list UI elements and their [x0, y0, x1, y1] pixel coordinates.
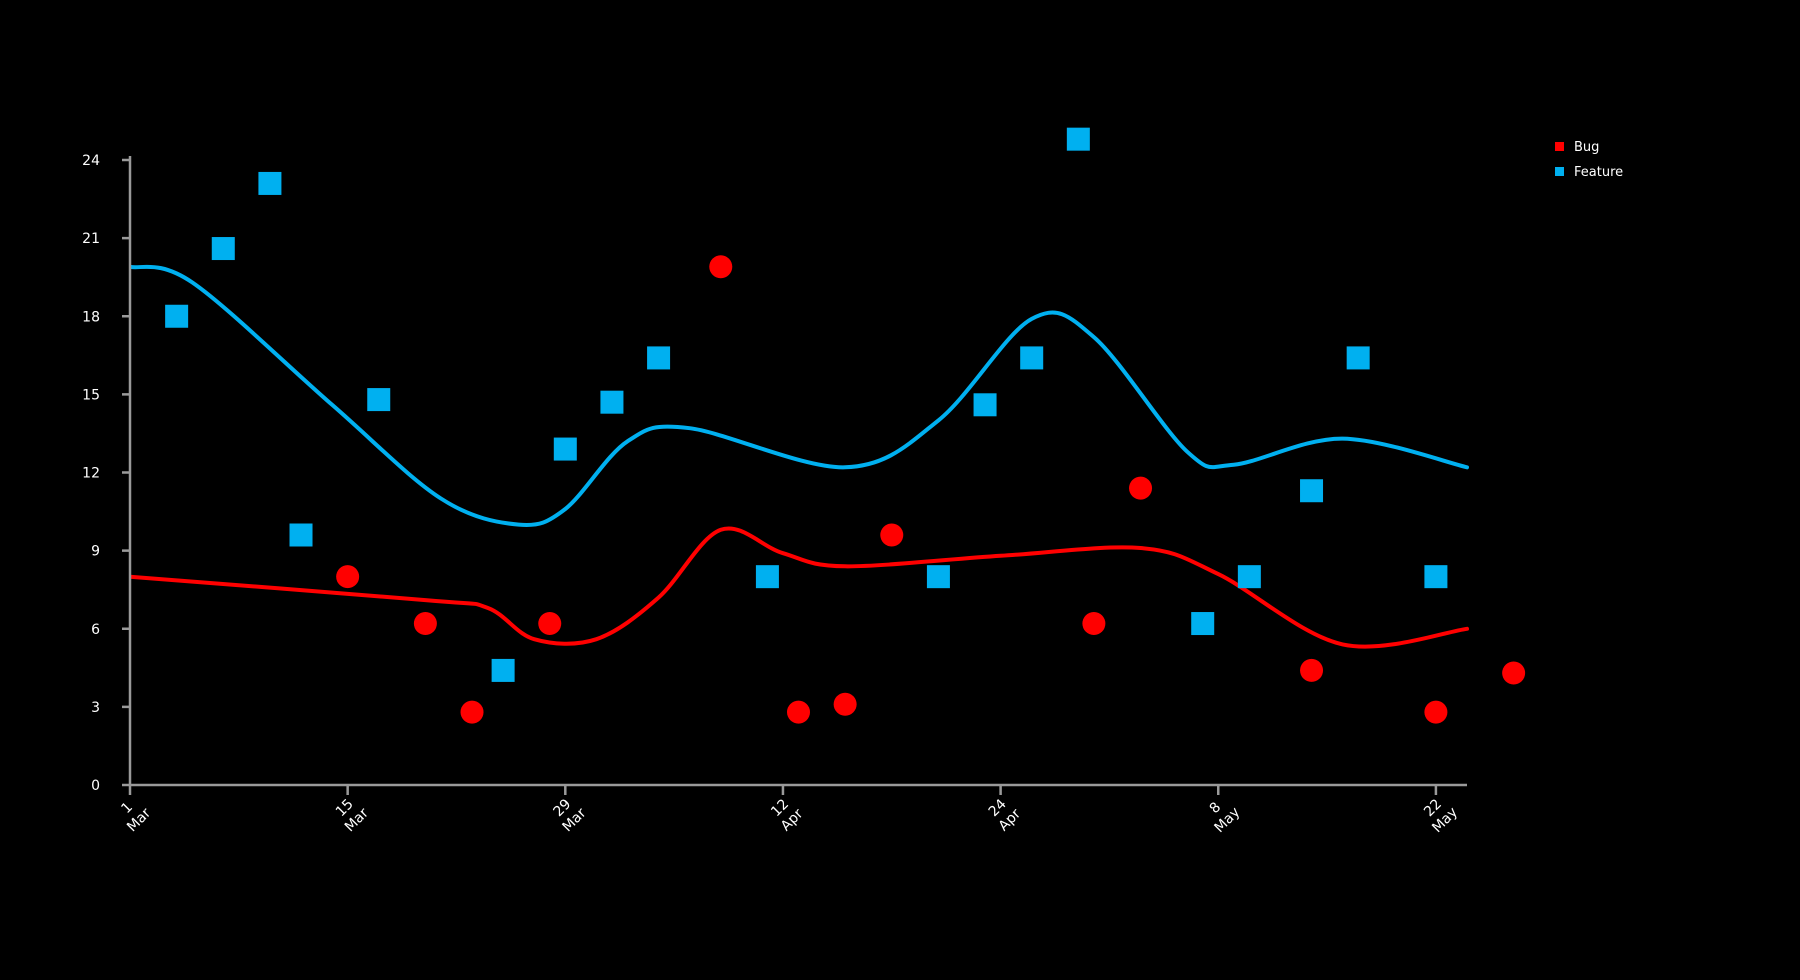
bug-point[interactable]: [1502, 661, 1526, 685]
legend-label: Feature: [1574, 165, 1623, 180]
feature-point[interactable]: [491, 658, 515, 682]
y-tick-label: 18: [82, 309, 100, 325]
y-tick-label: 21: [82, 231, 100, 247]
bug-point[interactable]: [1082, 612, 1106, 636]
feature-point[interactable]: [647, 346, 671, 370]
feature-point[interactable]: [1020, 346, 1044, 370]
feature-point[interactable]: [1300, 479, 1324, 503]
feature-point[interactable]: [1066, 127, 1090, 151]
bug-point[interactable]: [833, 692, 857, 716]
feature-point[interactable]: [211, 237, 235, 261]
legend-swatch: [1555, 167, 1564, 176]
bug-point[interactable]: [460, 700, 484, 724]
feature-point[interactable]: [165, 304, 189, 328]
bug-point[interactable]: [1300, 658, 1324, 682]
y-tick-label: 12: [82, 466, 100, 482]
feature-point[interactable]: [1237, 565, 1261, 589]
bug-point[interactable]: [709, 255, 733, 279]
feature-trend-line: [130, 264, 1469, 527]
bug-point[interactable]: [880, 523, 904, 547]
bug-point[interactable]: [1424, 700, 1448, 724]
legend: Bug Feature: [1555, 140, 1623, 180]
feature-point[interactable]: [1424, 565, 1448, 589]
feature-point[interactable]: [973, 393, 997, 417]
feature-point[interactable]: [600, 390, 624, 414]
bug-point[interactable]: [538, 612, 562, 636]
legend-item-feature[interactable]: Feature: [1555, 165, 1623, 180]
legend-label: Bug: [1574, 140, 1599, 155]
legend-swatch: [1555, 142, 1564, 151]
feature-point[interactable]: [926, 565, 950, 589]
bug-trend-line: [130, 526, 1469, 649]
bug-point[interactable]: [1129, 476, 1153, 500]
y-tick-label: 3: [91, 700, 100, 716]
feature-point[interactable]: [289, 523, 313, 547]
bug-point[interactable]: [413, 612, 437, 636]
legend-item-bug[interactable]: Bug: [1555, 140, 1599, 155]
y-tick-label: 6: [91, 622, 100, 638]
bug-point[interactable]: [787, 700, 810, 724]
feature-point[interactable]: [553, 437, 577, 461]
feature-point[interactable]: [1191, 612, 1215, 636]
y-tick-label: 24: [82, 153, 100, 169]
y-tick-label: 0: [91, 778, 100, 794]
y-tick-label: 9: [91, 544, 100, 560]
feature-point[interactable]: [755, 565, 779, 589]
trend-lines: [130, 264, 1469, 649]
feature-point[interactable]: [258, 171, 282, 195]
data-points: [165, 127, 1526, 724]
bug-point[interactable]: [336, 565, 360, 589]
y-tick-label: 15: [82, 387, 100, 403]
feature-point[interactable]: [1346, 346, 1370, 370]
feature-point[interactable]: [367, 388, 391, 412]
